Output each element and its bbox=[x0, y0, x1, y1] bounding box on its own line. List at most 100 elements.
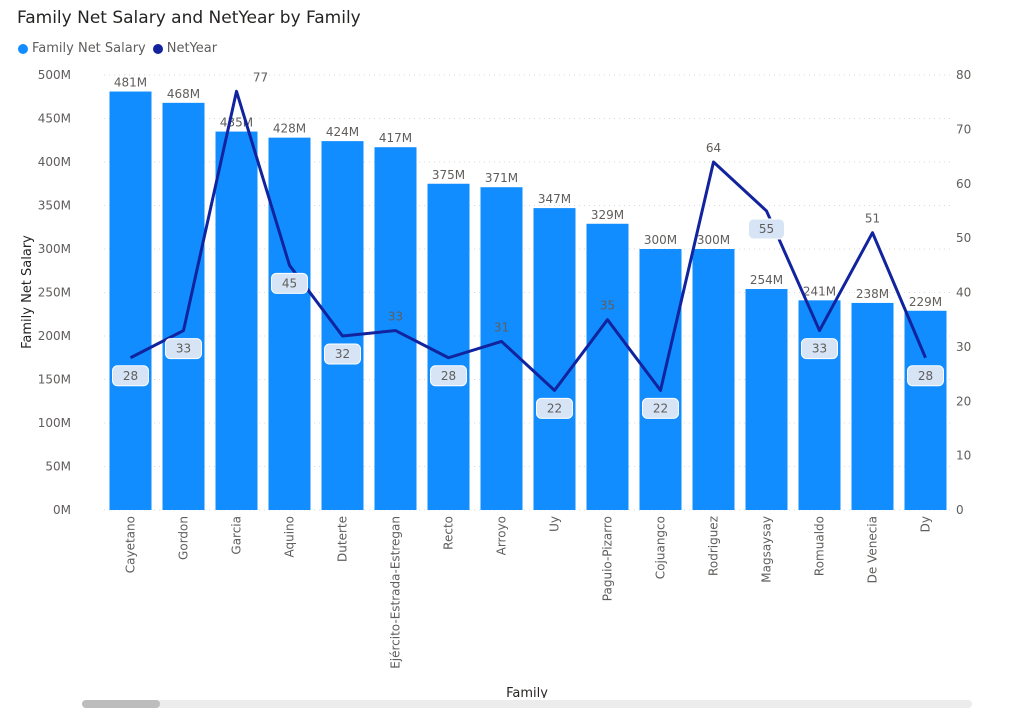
y-axis-tick-label: 150M bbox=[38, 373, 71, 387]
legend-entry-family-net-salary[interactable]: Family Net Salary bbox=[18, 41, 146, 56]
line-data-label-box bbox=[324, 343, 361, 365]
line-data-label: 28 bbox=[918, 369, 933, 383]
y2-axis-tick-label: 60 bbox=[956, 177, 971, 191]
y2-axis-tick-label: 20 bbox=[956, 394, 971, 408]
x-axis-tick-label: Paguio-Pizarro bbox=[601, 516, 615, 601]
line-data-label: 45 bbox=[282, 276, 297, 290]
bar bbox=[374, 147, 417, 510]
y2-axis-tick-label: 80 bbox=[956, 68, 971, 82]
bar-data-label: 300M bbox=[644, 233, 677, 247]
x-axis-tick-label: De Venecia bbox=[866, 516, 880, 583]
bar-data-label: 241M bbox=[803, 284, 836, 298]
bar bbox=[798, 300, 841, 510]
y2-axis-tick-label: 50 bbox=[956, 231, 971, 245]
x-axis-tick-label: Duterte bbox=[336, 516, 350, 562]
line-data-label: 55 bbox=[759, 222, 774, 236]
line-data-label: 28 bbox=[123, 369, 138, 383]
x-axis-tick-label: Romualdo bbox=[813, 516, 827, 576]
horizontal-scrollbar[interactable] bbox=[82, 700, 972, 708]
bar-data-label: 300M bbox=[697, 233, 730, 247]
legend-marker-family-net-salary bbox=[18, 43, 28, 54]
y-axis-tick-label: 350M bbox=[38, 199, 71, 213]
line-data-label: 22 bbox=[653, 401, 668, 415]
x-axis-tick-label: Rodriguez bbox=[707, 516, 721, 576]
x-axis-tick-label: Cojuangco bbox=[654, 516, 668, 579]
line-data-label-box bbox=[642, 397, 679, 419]
legend-label-netyear: NetYear bbox=[166, 41, 218, 56]
bar bbox=[745, 289, 788, 510]
line-data-label-box bbox=[430, 365, 467, 387]
x-axis-tick-label: Garcia bbox=[230, 516, 244, 555]
x-axis-tick-label: Aquino bbox=[283, 516, 297, 558]
legend-entry-netyear[interactable]: NetYear bbox=[152, 41, 218, 56]
scrollbar-thumb[interactable] bbox=[82, 700, 160, 708]
netyear-line bbox=[129, 89, 927, 392]
line-data-label-box bbox=[748, 218, 785, 240]
y-axis-tick-label: 0M bbox=[53, 503, 71, 517]
y2-axis-tick-label: 10 bbox=[956, 449, 971, 463]
y2-axis-tick-label: 0 bbox=[956, 503, 964, 517]
y-axis-tick-label: 500M bbox=[38, 68, 71, 82]
bar bbox=[162, 102, 205, 510]
line-data-label-box bbox=[165, 338, 202, 360]
bar-data-label: 481M bbox=[114, 76, 147, 90]
bar bbox=[851, 302, 894, 510]
bar bbox=[427, 183, 470, 510]
bar-data-label: 254M bbox=[750, 273, 783, 287]
x-axis-tick-label: Ejército-Estrada-Estregan bbox=[389, 516, 403, 669]
bar bbox=[904, 310, 947, 510]
y-axis-tick-label: 100M bbox=[38, 416, 71, 430]
bar-data-label: 428M bbox=[273, 122, 306, 136]
x-axis-title: Family bbox=[506, 686, 548, 698]
y2-axis-tick-label: 30 bbox=[956, 340, 971, 354]
bar bbox=[692, 249, 735, 510]
y2-axis-tick-label: 40 bbox=[956, 286, 971, 300]
y-axis-tick-label: 300M bbox=[38, 242, 71, 256]
line-data-label: 31 bbox=[494, 320, 509, 334]
y-axis-tick-label: 200M bbox=[38, 329, 71, 343]
bar-data-label: 468M bbox=[167, 87, 200, 101]
line-data-label: 33 bbox=[812, 342, 827, 356]
bar bbox=[586, 223, 629, 510]
line-data-label: 77 bbox=[253, 70, 268, 84]
line-data-label: 64 bbox=[706, 141, 721, 155]
x-axis-tick-label: Magsaysay bbox=[760, 516, 774, 583]
y-axis-title: Family Net Salary bbox=[20, 235, 35, 349]
bar-data-label: 238M bbox=[856, 287, 889, 301]
bar-data-label: 329M bbox=[591, 208, 624, 222]
bar bbox=[215, 131, 258, 511]
bar-data-label: 347M bbox=[538, 192, 571, 206]
y-axis-tick-label: 250M bbox=[38, 286, 71, 300]
bar bbox=[533, 208, 576, 511]
chart-title: Family Net Salary and NetYear by Family bbox=[17, 8, 361, 28]
bar bbox=[639, 249, 682, 510]
line-data-label-box bbox=[112, 365, 149, 387]
bar-data-label: 375M bbox=[432, 168, 465, 182]
y2-axis-tick-label: 70 bbox=[956, 122, 971, 136]
line-data-label-box bbox=[907, 365, 944, 387]
bar-data-label: 229M bbox=[909, 295, 942, 309]
bar bbox=[268, 137, 311, 510]
x-axis-tick-label: Cayetano bbox=[124, 516, 138, 573]
bar bbox=[321, 141, 364, 510]
x-axis-tick-label: Uy bbox=[548, 516, 562, 532]
legend-label-family-net-salary: Family Net Salary bbox=[32, 41, 146, 56]
line-data-label: 22 bbox=[547, 401, 562, 415]
x-axis-tick-label: Dy bbox=[919, 516, 933, 532]
y-axis-tick-label: 450M bbox=[38, 112, 71, 126]
x-axis-tick-label: Recto bbox=[442, 516, 456, 550]
bar bbox=[109, 91, 152, 510]
legend: Family Net Salary NetYear bbox=[18, 41, 224, 56]
line-data-label-box bbox=[801, 338, 838, 360]
x-axis-tick-label: Arroyo bbox=[495, 516, 509, 555]
legend-marker-netyear bbox=[152, 43, 163, 54]
line-data-label-box bbox=[271, 272, 308, 294]
y-axis-tick-label: 50M bbox=[45, 460, 71, 474]
line-data-label-box bbox=[536, 397, 573, 419]
bar-data-label: 424M bbox=[326, 125, 359, 139]
line-data-label: 32 bbox=[335, 347, 350, 361]
y-axis-tick-label: 400M bbox=[38, 155, 71, 169]
combo-chart: 0M50M100M150M200M250M300M350M400M450M500… bbox=[20, 68, 971, 698]
line-data-label: 35 bbox=[600, 299, 615, 313]
bar bbox=[480, 187, 523, 511]
